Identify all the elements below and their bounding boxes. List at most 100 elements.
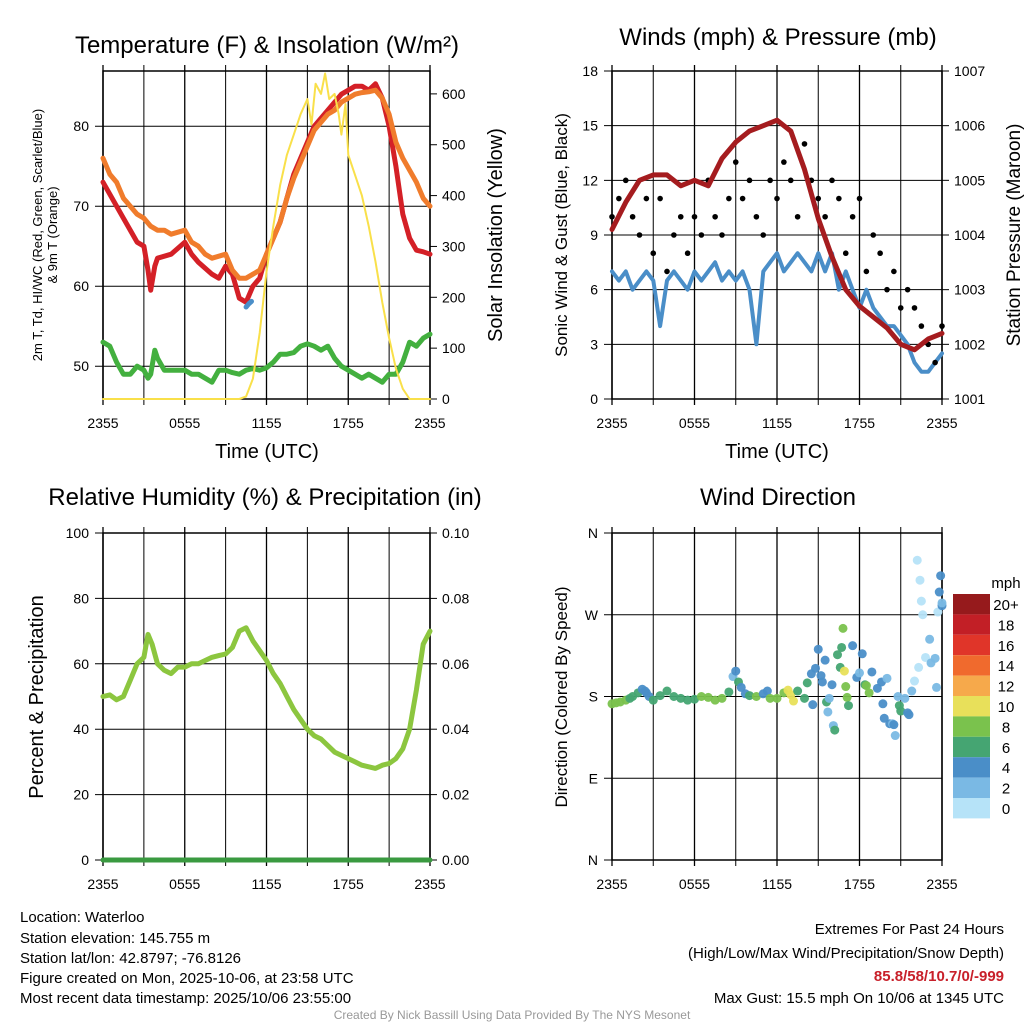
y2-tick-label: 0.08 (442, 590, 469, 606)
extremes-subtitle: (High/Low/Max Wind/Precipitation/Snow De… (688, 945, 1004, 962)
gust-point (719, 232, 725, 238)
series-9m-t (100, 87, 433, 281)
wind-direction-point (669, 692, 679, 701)
x-tick-label: 2355 (87, 415, 118, 431)
y2-tick-label: 0 (442, 391, 450, 407)
extremes-values: 85.8/58/10.7/0/-999 (874, 968, 1004, 985)
legend-swatch (953, 675, 990, 696)
wind-direction-point (731, 666, 741, 676)
wind-direction-point (662, 686, 672, 696)
y2-tick-label: 200 (442, 289, 466, 305)
x-tick-label: 0555 (169, 415, 200, 431)
gust-point (891, 268, 897, 275)
y2-tick-label: 300 (442, 238, 466, 254)
wind-direction-point (710, 695, 720, 705)
wind-direction-point (934, 587, 944, 597)
direction-y-label: Direction (Colored By Speed) (552, 586, 571, 807)
wind-direction-point (800, 693, 809, 703)
legend-swatch (953, 798, 990, 819)
wind-direction-point (676, 693, 686, 703)
wind-direction-point (793, 686, 803, 696)
wind-direction-point (841, 682, 851, 692)
wind-direction-point (867, 667, 877, 677)
y-tick-label: 70 (73, 198, 89, 214)
legend-label: 4 (1002, 760, 1010, 777)
series-solar-insolation (102, 72, 431, 400)
gust-point (760, 232, 767, 238)
y-tick-label: 80 (73, 590, 89, 606)
gust-point (739, 195, 746, 202)
wind-direction-point (802, 678, 812, 688)
gust-point (918, 323, 925, 329)
y-tick-label: N (588, 525, 598, 541)
wind-direction-point (889, 720, 899, 730)
gust-point (781, 159, 787, 165)
y2-tick-label: 1007 (954, 63, 985, 79)
legend-label: 0 (1002, 801, 1010, 818)
y-tick-label: 9 (590, 227, 598, 243)
x-tick-label: 2355 (596, 876, 627, 892)
wind-direction-point (842, 692, 852, 702)
y2-tick-label: 1003 (954, 282, 985, 298)
temperature-x-label: Time (UTC) (215, 441, 319, 463)
wind-direction-point (861, 681, 871, 691)
gust-point (657, 195, 663, 202)
gust-point (911, 305, 918, 311)
legend-swatch (953, 696, 990, 717)
gust-point (622, 177, 629, 184)
y-tick-label: 20 (73, 787, 89, 803)
wind-direction-point (878, 699, 888, 709)
wind-direction-point (918, 610, 928, 620)
wind-direction-point (817, 677, 827, 687)
y-tick-label: 40 (73, 721, 89, 737)
y-tick-label: 18 (582, 63, 598, 79)
legend-swatch (953, 757, 990, 778)
wind-direction-point (820, 655, 830, 665)
wind-direction-point (813, 644, 823, 654)
gust-point (815, 195, 822, 202)
gust-point (939, 323, 945, 329)
gust-point (671, 232, 677, 238)
legend-label: 16 (998, 638, 1015, 655)
wind-direction-point (751, 692, 761, 701)
series-relative-humidity (100, 625, 433, 771)
gust-point (753, 213, 760, 220)
panel-3: N E S W N 2355 0555 1155 1755 2355 (585, 525, 958, 892)
gust-point (884, 286, 890, 293)
x-tick-label: 2355 (926, 415, 957, 431)
legend-swatch (953, 614, 990, 635)
wind-direction-point (904, 710, 914, 720)
wind-direction-point (879, 713, 889, 723)
legend-label: 18 (998, 617, 1015, 634)
series-station-pressure (609, 117, 945, 353)
wind-direction-point (925, 634, 935, 644)
y2-tick-label: 1004 (954, 227, 985, 243)
wind-direction-point (890, 731, 900, 741)
gust-point (801, 141, 808, 147)
wind-direction-point (932, 682, 941, 692)
x-tick-label: 2355 (926, 876, 957, 892)
location-text: Location: Waterloo (20, 909, 145, 926)
humidity-panel-title: Relative Humidity (%) & Precipitation (i… (48, 484, 481, 511)
gust-point (650, 250, 657, 257)
legend-label: 20+ (993, 597, 1019, 614)
gust-point (932, 359, 938, 366)
legend-label: 2 (1002, 781, 1010, 798)
y2-tick-label: 500 (442, 137, 466, 153)
legend-swatch (953, 634, 990, 656)
panel-1: 0 3 6 9 12 15 18 1001 1002 1003 1004 1005 1006 1007 23… (582, 63, 985, 431)
x-tick-label: 1755 (333, 415, 364, 431)
y-tick-label: 6 (590, 282, 598, 298)
gust-point (767, 177, 773, 184)
y2-tick-label: 1005 (954, 172, 985, 188)
wind-direction-point (933, 607, 943, 617)
wind-direction-point (907, 686, 917, 696)
recent-data-text: Most recent data timestamp: 2025/10/06 2… (20, 990, 351, 1007)
gust-point (842, 250, 849, 257)
wind-direction-point (690, 694, 699, 704)
y2-tick-label: 600 (442, 86, 466, 102)
gust-point (870, 232, 877, 238)
wind-direction-point (872, 683, 882, 693)
y2-tick-label: 1001 (954, 391, 985, 407)
wind-direction-point (830, 725, 840, 735)
